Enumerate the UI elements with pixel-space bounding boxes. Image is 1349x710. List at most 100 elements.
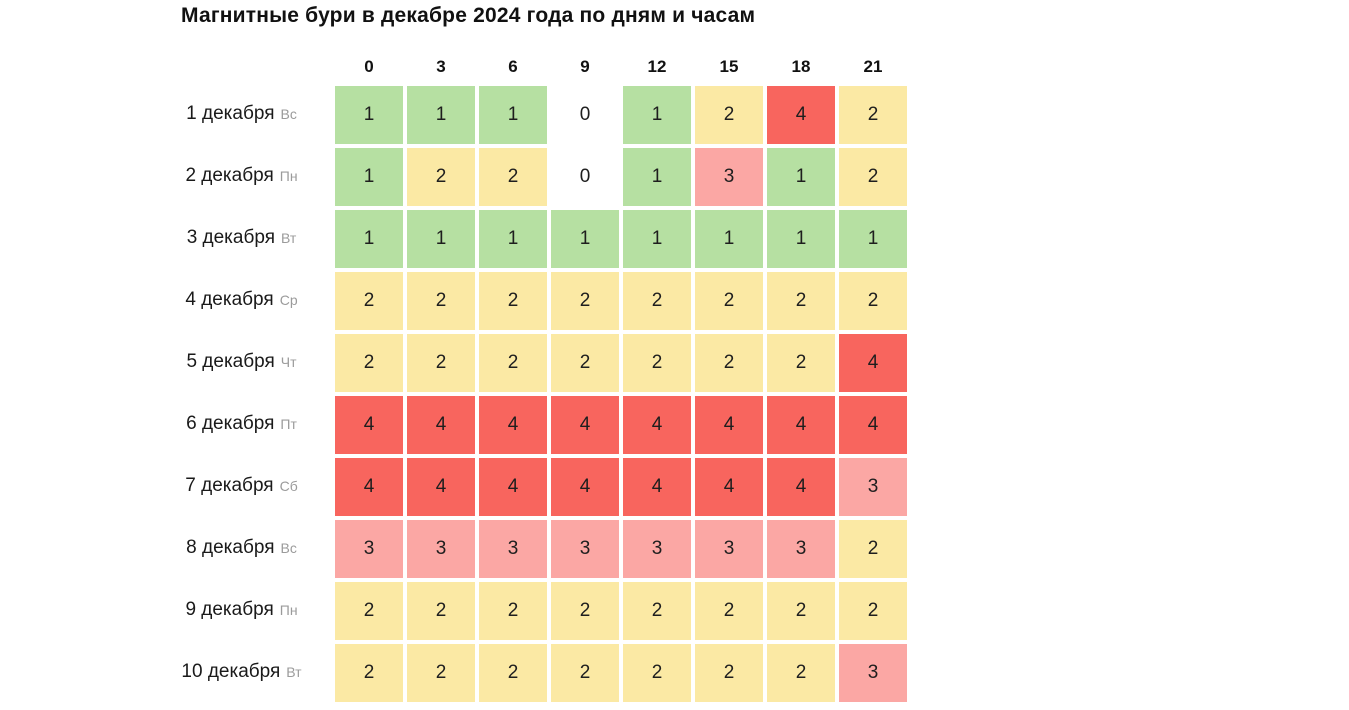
kp-cell: 2 bbox=[405, 270, 477, 332]
kp-cell: 2 bbox=[693, 84, 765, 146]
kp-cell: 4 bbox=[765, 84, 837, 146]
kp-cell: 1 bbox=[765, 208, 837, 270]
kp-cell: 1 bbox=[549, 208, 621, 270]
row-label: 4 декабря Ср bbox=[150, 270, 333, 332]
kp-cell: 4 bbox=[693, 394, 765, 456]
kp-cell: 2 bbox=[549, 580, 621, 642]
kp-cell: 1 bbox=[837, 208, 909, 270]
date-label: 5 декабря bbox=[186, 351, 275, 372]
kp-cell: 2 bbox=[405, 332, 477, 394]
weekday-label: Пт bbox=[280, 416, 297, 432]
kp-cell: 2 bbox=[477, 580, 549, 642]
row-label: 9 декабря Пн bbox=[150, 580, 333, 642]
kp-cell: 2 bbox=[837, 580, 909, 642]
date-label: 2 декабря bbox=[185, 165, 274, 186]
kp-cell: 1 bbox=[405, 84, 477, 146]
kp-cell: 2 bbox=[837, 146, 909, 208]
kp-cell: 2 bbox=[621, 580, 693, 642]
row-label: 3 декабря Вт bbox=[150, 208, 333, 270]
kp-cell: 1 bbox=[477, 208, 549, 270]
kp-cell: 1 bbox=[333, 208, 405, 270]
kp-cell: 2 bbox=[333, 270, 405, 332]
kp-cell: 1 bbox=[333, 146, 405, 208]
hour-header-18: 18 bbox=[791, 57, 811, 76]
kp-cell: 3 bbox=[621, 518, 693, 580]
hour-header-12: 12 bbox=[647, 57, 667, 76]
weekday-label: Вс bbox=[280, 106, 297, 122]
date-label: 8 декабря bbox=[186, 537, 275, 558]
date-label: 6 декабря bbox=[186, 413, 275, 434]
row-label: 2 декабря Пн bbox=[150, 146, 333, 208]
hour-header-21: 21 bbox=[863, 57, 883, 76]
kp-cell: 2 bbox=[405, 642, 477, 704]
kp-cell: 3 bbox=[693, 146, 765, 208]
date-label: 3 декабря bbox=[186, 227, 276, 248]
row-label: 6 декабря Пт bbox=[150, 394, 333, 456]
kp-cell: 1 bbox=[621, 84, 693, 146]
kp-cell: 3 bbox=[549, 518, 621, 580]
weekday-label: Сб bbox=[279, 478, 298, 494]
date-label: 7 декабря bbox=[185, 475, 274, 496]
kp-cell: 4 bbox=[837, 394, 909, 456]
kp-cell: 4 bbox=[477, 456, 549, 518]
row-label: 5 декабря Чт bbox=[150, 332, 333, 394]
kp-cell: 2 bbox=[477, 642, 549, 704]
row-label: 1 декабря Вс bbox=[150, 84, 333, 146]
kp-cell: 4 bbox=[549, 394, 621, 456]
kp-cell: 2 bbox=[549, 332, 621, 394]
kp-cell: 0 bbox=[549, 146, 621, 208]
kp-cell: 2 bbox=[621, 642, 693, 704]
kp-cell: 4 bbox=[765, 456, 837, 518]
kp-cell: 2 bbox=[837, 518, 909, 580]
hour-header-3: 3 bbox=[436, 57, 446, 76]
kp-cell: 2 bbox=[693, 270, 765, 332]
kp-cell: 4 bbox=[693, 456, 765, 518]
kp-cell: 3 bbox=[477, 518, 549, 580]
kp-cell: 1 bbox=[693, 208, 765, 270]
kp-cell: 2 bbox=[333, 580, 405, 642]
kp-cell: 3 bbox=[837, 642, 909, 704]
kp-cell: 1 bbox=[477, 84, 549, 146]
hour-header-6: 6 bbox=[508, 57, 518, 76]
kp-cell: 2 bbox=[693, 332, 765, 394]
kp-cell: 2 bbox=[765, 642, 837, 704]
kp-cell: 3 bbox=[765, 518, 837, 580]
table-corner-spacer bbox=[150, 46, 333, 84]
kp-cell: 3 bbox=[693, 518, 765, 580]
kp-cell: 4 bbox=[621, 456, 693, 518]
kp-cell: 1 bbox=[405, 208, 477, 270]
kp-cell: 2 bbox=[621, 270, 693, 332]
hour-header-15: 15 bbox=[719, 57, 739, 76]
date-label: 1 декабря bbox=[186, 103, 275, 124]
kp-cell: 2 bbox=[765, 270, 837, 332]
weekday-label: Чт bbox=[280, 354, 297, 370]
date-label: 10 декабря bbox=[181, 661, 281, 682]
kp-cell: 2 bbox=[405, 580, 477, 642]
row-label: 10 декабря Вт bbox=[150, 642, 333, 704]
hour-header-0: 0 bbox=[364, 57, 374, 76]
kp-cell: 4 bbox=[549, 456, 621, 518]
kp-cell: 4 bbox=[765, 394, 837, 456]
kp-cell: 4 bbox=[477, 394, 549, 456]
kp-cell: 2 bbox=[693, 642, 765, 704]
kp-cell: 4 bbox=[405, 456, 477, 518]
kp-cell: 2 bbox=[477, 270, 549, 332]
kp-cell: 3 bbox=[333, 518, 405, 580]
row-label: 7 декабря Сб bbox=[150, 456, 333, 518]
kp-cell: 4 bbox=[621, 394, 693, 456]
kp-cell: 2 bbox=[765, 580, 837, 642]
kp-cell: 2 bbox=[333, 642, 405, 704]
kp-cell: 4 bbox=[333, 394, 405, 456]
kp-cell: 2 bbox=[477, 146, 549, 208]
date-label: 4 декабря bbox=[185, 289, 274, 310]
weekday-label: Вс bbox=[280, 540, 297, 556]
kp-cell: 4 bbox=[405, 394, 477, 456]
kp-cell: 3 bbox=[837, 456, 909, 518]
kp-cell: 1 bbox=[333, 84, 405, 146]
weekday-label: Пн bbox=[279, 168, 298, 184]
kp-cell: 2 bbox=[837, 270, 909, 332]
storm-heatmap-table: 0 3 6 9 12 15 18 21 1 декабря Вс 1 1 1 0 1 2 4 2 2 декабря… bbox=[150, 46, 909, 704]
kp-cell: 2 bbox=[837, 84, 909, 146]
chart-title: Магнитные бури в декабре 2024 года по дн… bbox=[181, 4, 756, 27]
kp-cell: 2 bbox=[765, 332, 837, 394]
